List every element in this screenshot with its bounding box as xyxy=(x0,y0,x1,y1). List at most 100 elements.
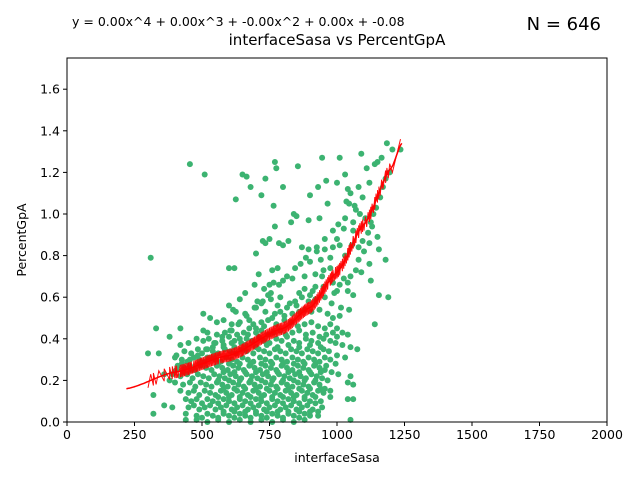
data-point xyxy=(253,369,259,376)
data-point xyxy=(316,306,323,313)
data-point xyxy=(312,377,319,384)
data-point xyxy=(207,389,214,396)
data-point xyxy=(305,354,312,361)
data-point xyxy=(334,352,340,359)
data-point xyxy=(253,396,259,403)
data-point xyxy=(344,396,351,403)
data-point xyxy=(338,304,344,311)
data-point xyxy=(263,414,270,421)
plot-area xyxy=(126,138,404,425)
data-point xyxy=(190,387,197,394)
data-point xyxy=(296,327,303,334)
data-point xyxy=(302,254,309,261)
data-point xyxy=(200,310,207,317)
data-point xyxy=(266,236,273,242)
data-point xyxy=(200,337,207,344)
data-point xyxy=(226,302,232,309)
data-point xyxy=(359,194,366,201)
data-point xyxy=(284,273,290,280)
x-tick-label: 750 xyxy=(258,427,282,442)
data-point xyxy=(329,329,336,336)
data-point xyxy=(250,350,257,357)
data-point xyxy=(280,377,286,384)
data-point xyxy=(293,213,300,220)
data-point xyxy=(309,329,316,336)
data-point xyxy=(274,385,281,392)
data-point xyxy=(258,192,265,199)
data-point xyxy=(359,238,366,244)
data-point xyxy=(321,246,328,253)
data-point xyxy=(235,321,242,328)
data-point xyxy=(329,244,336,251)
data-point xyxy=(263,408,270,415)
data-point xyxy=(204,410,211,417)
x-tick-label: 250 xyxy=(123,427,147,442)
data-point xyxy=(269,315,276,321)
data-point xyxy=(253,385,259,392)
data-point xyxy=(242,290,249,296)
data-point xyxy=(312,400,319,407)
data-point xyxy=(258,394,265,400)
data-point xyxy=(236,410,243,417)
data-point xyxy=(270,202,277,209)
data-point xyxy=(274,369,281,376)
data-point xyxy=(327,394,334,400)
data-point xyxy=(236,377,243,384)
data-point xyxy=(355,256,362,263)
data-point xyxy=(236,296,243,303)
data-point xyxy=(347,344,354,351)
data-point xyxy=(317,344,324,351)
data-point xyxy=(312,360,319,367)
data-point xyxy=(385,294,392,301)
data-point xyxy=(319,375,326,382)
data-point xyxy=(285,369,292,376)
y-tick-label: 1.4 xyxy=(40,123,60,138)
data-point xyxy=(280,360,286,367)
x-axis-label: interfaceSasa xyxy=(294,450,380,465)
data-point xyxy=(253,325,259,332)
data-point xyxy=(382,256,389,263)
data-point xyxy=(332,340,339,346)
data-point xyxy=(305,246,312,253)
fit-band xyxy=(147,138,401,388)
data-point xyxy=(290,337,297,344)
data-point xyxy=(213,319,220,326)
y-tick-label: 1.0 xyxy=(40,207,60,222)
data-point xyxy=(247,377,254,384)
data-point xyxy=(331,290,338,296)
data-point xyxy=(336,281,343,288)
data-point xyxy=(285,342,292,348)
data-point xyxy=(319,273,326,280)
data-point xyxy=(307,385,313,392)
data-point xyxy=(327,265,334,272)
data-point xyxy=(178,356,185,363)
data-point xyxy=(307,258,313,265)
data-point xyxy=(181,348,188,355)
data-point xyxy=(246,325,253,332)
data-point xyxy=(207,402,214,409)
data-point xyxy=(375,246,382,253)
data-point xyxy=(371,321,378,328)
data-point xyxy=(205,375,212,382)
data-point xyxy=(347,416,354,423)
data-point xyxy=(185,389,192,396)
data-point xyxy=(352,267,359,274)
data-point xyxy=(358,150,365,157)
data-point xyxy=(374,159,381,165)
data-point xyxy=(243,312,250,319)
data-point xyxy=(277,308,284,315)
data-point xyxy=(347,273,354,280)
data-point xyxy=(280,416,286,423)
data-point xyxy=(344,288,351,294)
data-point xyxy=(285,238,292,244)
data-point xyxy=(262,308,269,315)
data-point xyxy=(186,161,193,168)
data-point xyxy=(269,394,276,400)
data-point xyxy=(292,265,299,272)
data-point xyxy=(316,215,323,222)
data-point xyxy=(301,321,308,328)
data-point xyxy=(289,275,296,282)
data-point xyxy=(342,354,349,361)
data-point xyxy=(334,236,340,242)
data-point xyxy=(200,373,207,380)
